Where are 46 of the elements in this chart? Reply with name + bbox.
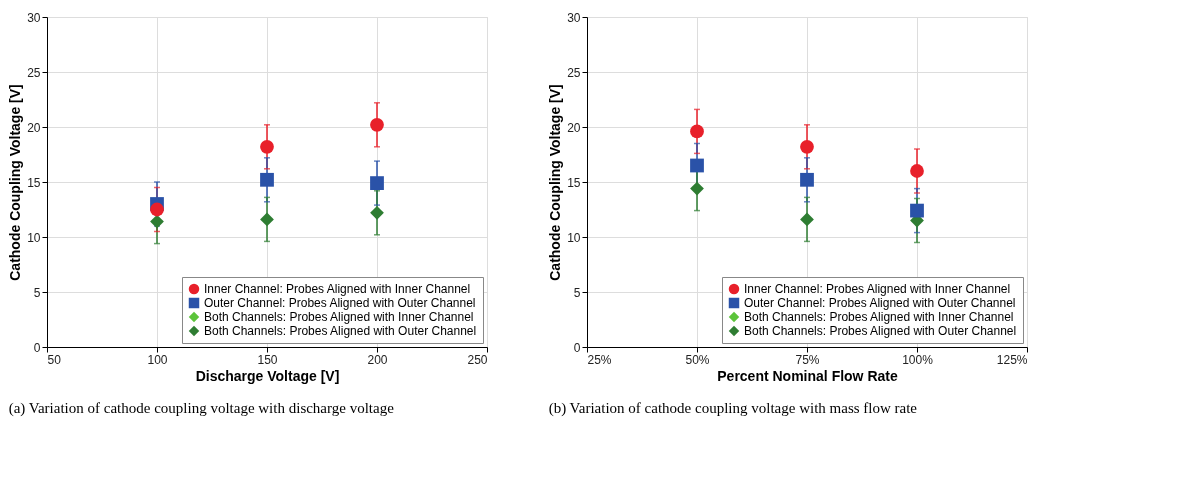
text: (a) Variation of cathode coupling voltage with discharge voltage [8, 400, 395, 417]
y-tick-label: 20 [567, 120, 581, 135]
x-tick-label: 25% [587, 352, 612, 367]
legend-label: Inner Channel: Probes Aligned with Inner Channel [744, 282, 1011, 296]
y-tick-label: 20 [27, 120, 41, 135]
point [260, 172, 274, 187]
legend-label: Outer Channel: Probes Aligned with Outer Channel [204, 296, 476, 310]
y-tick-label: 10 [567, 230, 581, 245]
x-tick-label: 200 [367, 352, 388, 367]
y-tick-label: 30 [27, 10, 41, 25]
y-tick-label: 25 [567, 65, 581, 80]
point [150, 214, 164, 229]
x-tick-label: 125% [996, 352, 1028, 367]
y-tick-label: 30 [567, 10, 581, 25]
x-tick-label: 100% [902, 352, 934, 367]
legend-label: Both Channels: Probes Aligned with Inner Channel [204, 310, 474, 324]
y-tick-label: 15 [27, 175, 41, 190]
point [370, 176, 384, 190]
x-tick-label: 50 [47, 352, 62, 367]
x-tick-label: 100 [147, 352, 168, 367]
y-tick-label: 5 [33, 285, 41, 300]
y-tick-label: 25 [27, 65, 41, 80]
y-tick-label: 5 [573, 285, 581, 300]
y-tick-label: 0 [33, 340, 41, 355]
point [370, 117, 384, 132]
legend-label: Inner Channel: Probes Aligned with Inner Channel [204, 282, 471, 296]
point [260, 139, 274, 154]
legend-label: Both Channels: Probes Aligned with Outer Channel [744, 324, 1017, 338]
x-tick-label: 150 [257, 352, 278, 367]
y-axis-title: Cathode Coupling Voltage [V] [547, 84, 564, 281]
point [150, 202, 164, 217]
y-tick-label: 0 [573, 340, 581, 355]
legend-label: Outer Channel: Probes Aligned with Outer Channel [744, 296, 1016, 310]
legend-label: Both Channels: Probes Aligned with Inner Channel [744, 310, 1014, 324]
y-tick-label: 10 [27, 230, 41, 245]
text: (b) Variation of cathode coupling voltage with mass flow rate [548, 400, 918, 417]
x-tick-label: 250 [467, 352, 488, 367]
x-tick-label: 50% [685, 352, 710, 367]
legend-label: Both Channels: Probes Aligned with Outer Channel [204, 324, 477, 338]
x-axis-title: Discharge Voltage [V] [195, 367, 340, 384]
y-axis-title: Cathode Coupling Voltage [V] [7, 84, 24, 281]
x-tick-label: 75% [795, 352, 820, 367]
point [370, 205, 384, 220]
x-axis-title: Percent Nominal Flow Rate [717, 367, 898, 384]
y-tick-label: 15 [567, 175, 581, 190]
point [260, 212, 274, 227]
